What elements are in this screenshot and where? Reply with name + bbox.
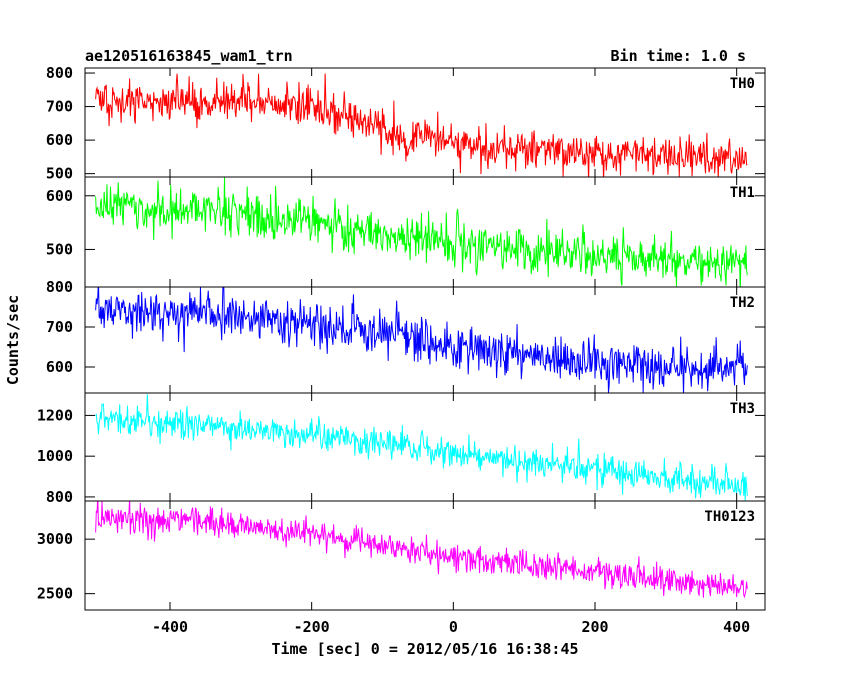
x-tick-label: 0 — [449, 618, 458, 636]
y-tick-label: 600 — [46, 131, 73, 149]
panel-th2: 600 700 800 TH2 — [46, 278, 766, 394]
y-tick-label: 800 — [46, 488, 73, 506]
series-line-th0 — [95, 73, 748, 177]
series-line-th1 — [95, 177, 748, 287]
y-tick-label: 600 — [46, 358, 73, 376]
y-tick-label: 700 — [46, 98, 73, 116]
chart-title: ae120516163845_wam1_trn — [85, 47, 293, 65]
panel-label-th2: TH2 — [730, 295, 755, 311]
y-tick-label: 1000 — [37, 447, 73, 465]
x-axis-label: Time [sec] 0 = 2012/05/16 16:38:45 — [271, 640, 578, 658]
x-tick-label: -200 — [294, 618, 330, 636]
x-tick-label: -400 — [152, 618, 188, 636]
y-tick-label: 600 — [46, 187, 73, 205]
series-line-th3 — [95, 394, 748, 501]
panel-label-th0: TH0 — [730, 76, 755, 92]
y-axis-label: Counts/sec — [4, 295, 22, 385]
series-line-th0123 — [95, 501, 748, 599]
y-tick-label: 800 — [46, 64, 73, 82]
y-tick-label: 1200 — [37, 406, 73, 424]
series-line-th2 — [95, 287, 748, 393]
panel-th1: 500 600 TH1 — [46, 176, 766, 288]
y-tick-label: 2500 — [37, 585, 73, 603]
x-axis-ticks: -400 -200 0 200 400 — [152, 618, 750, 636]
panel-frame — [84, 500, 766, 611]
bin-time-label: Bin time: 1.0 s — [611, 47, 746, 65]
panel-label-th3: TH3 — [730, 401, 755, 417]
panel-th0: 500 600 700 800 TH0 — [46, 64, 766, 183]
x-tick-label: 200 — [581, 618, 608, 636]
x-tick-label: 400 — [723, 618, 750, 636]
panel-th0123: 2500 3000 TH0123 — [37, 500, 766, 611]
panel-label-th0123: TH0123 — [704, 509, 755, 525]
y-tick-label: 500 — [46, 165, 73, 183]
y-tick-label: 700 — [46, 318, 73, 336]
y-tick-label: 3000 — [37, 530, 73, 548]
panel-th3: 800 1000 1200 TH3 — [37, 392, 766, 506]
panel-group: 500 600 700 800 TH0 500 600 TH1 600 700 800 TH2 800 1… — [37, 64, 766, 611]
y-tick-label: 500 — [46, 240, 73, 258]
panel-label-th1: TH1 — [730, 185, 755, 201]
y-tick-label: 800 — [46, 278, 73, 296]
